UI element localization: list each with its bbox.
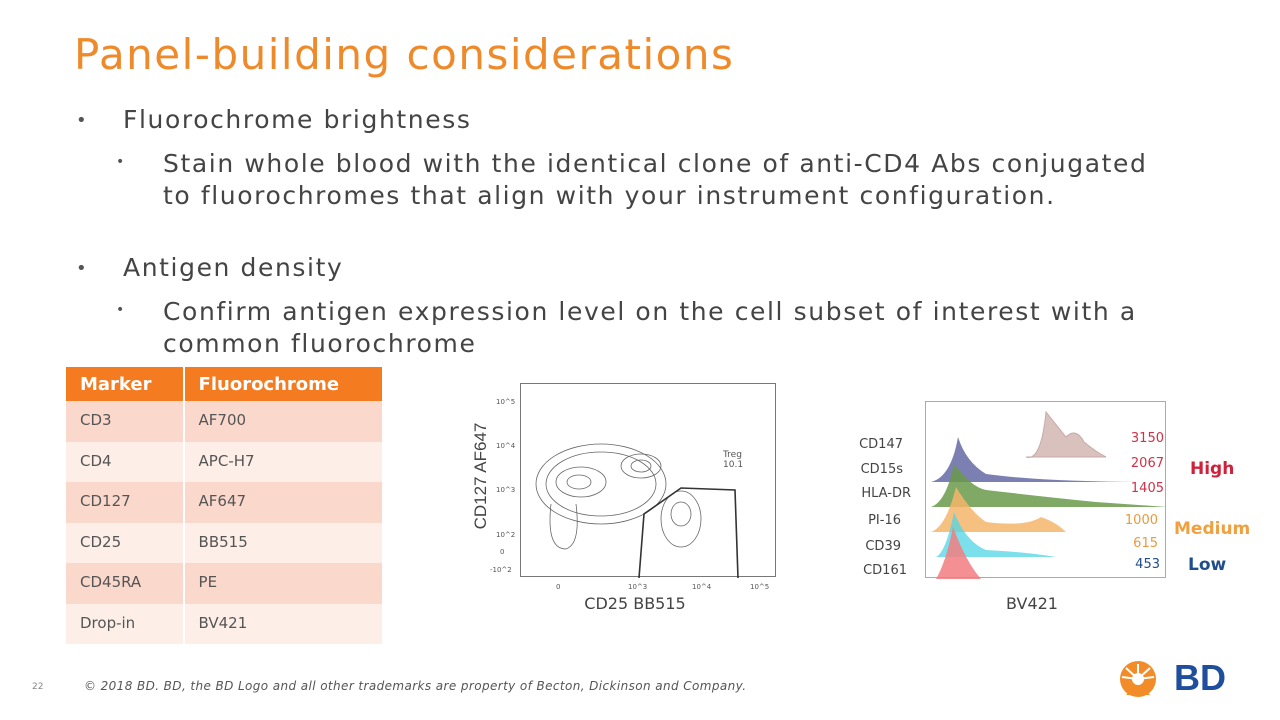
table-row: CD45RA PE [66, 563, 382, 604]
contour-ring [535, 443, 667, 525]
y-tick: 10^2 [496, 531, 516, 539]
histogram-frame [925, 401, 1167, 579]
contour-xlabel: CD25 BB515 [584, 594, 686, 613]
treg-gate [638, 487, 739, 579]
contour-ring [549, 503, 578, 550]
histogram-cd39 [936, 512, 1056, 557]
table-header-marker: Marker [66, 367, 183, 401]
marker-cell: CD3 [66, 401, 183, 442]
table-row: CD4 APC-H7 [66, 441, 382, 482]
histogram-pi-16 [931, 487, 1066, 532]
histogram-label: CD161 [863, 563, 907, 578]
contour-ring [555, 466, 607, 498]
marker-cell: CD127 [66, 482, 183, 523]
mfi-value: 615 [1133, 536, 1158, 551]
y-tick: 10^5 [496, 398, 516, 406]
fluorochrome-cell: AF700 [184, 401, 382, 442]
mfi-value: 2067 [1130, 456, 1164, 471]
gate-percentage: 10.1 [723, 460, 744, 470]
y-tick: -10^2 [490, 566, 512, 574]
bd-logo [1114, 659, 1166, 699]
bullet-marker: • [76, 110, 87, 131]
fluorochrome-cell: BB515 [184, 522, 382, 563]
bd-logo-text: BD [1174, 657, 1226, 698]
mfi-value: 1000 [1124, 513, 1158, 528]
histogram-label: CD39 [865, 539, 901, 554]
contour-ring [620, 453, 662, 479]
table-row: CD25 BB515 [66, 522, 382, 563]
contour-ring [566, 474, 592, 490]
table-row: CD3 AF700 [66, 401, 382, 442]
fluorochrome-cell: PE [184, 563, 382, 604]
bd-starburst-icon [1120, 661, 1156, 697]
mfi-value: 453 [1135, 557, 1160, 572]
histogram-plot [931, 410, 1167, 579]
x-tick: 10^3 [628, 583, 648, 591]
level-medium: Medium [1174, 519, 1251, 539]
histogram-xlabel: BV421 [1006, 594, 1058, 613]
marker-cell: CD45RA [66, 563, 183, 604]
marker-fluorochrome-table: Marker Fluorochrome CD3 AF700 CD4 APC-H7 C… [64, 367, 384, 644]
histogram-label: PI-16 [868, 513, 901, 528]
sub-bullet-confirm: Confirm antigen expression level on the … [163, 297, 1137, 358]
fluorochrome-cell: APC-H7 [184, 441, 382, 482]
histogram-cd147 [1025, 410, 1107, 458]
bullet-marker: • [116, 302, 125, 318]
x-tick: 10^5 [750, 583, 770, 591]
bullet-fluorochrome-brightness: Fluorochrome brightness [123, 105, 472, 134]
fluorochrome-cell: AF647 [184, 482, 382, 523]
y-tick: 0 [500, 548, 505, 556]
bullet-marker: • [76, 258, 87, 279]
contour-ring [545, 451, 657, 517]
mfi-value: 1405 [1130, 481, 1164, 496]
y-tick: 10^4 [496, 442, 516, 450]
gate-name: Treg [723, 450, 742, 460]
contour-plot-frame [520, 383, 776, 579]
histogram-cd161 [936, 527, 981, 579]
y-tick: 10^3 [496, 486, 516, 494]
bullet-marker: • [116, 154, 125, 170]
histogram-label: CD15s [860, 462, 903, 477]
sub-bullet-stain: Stain whole blood with the identical clo… [163, 149, 1148, 210]
x-tick: 10^4 [692, 583, 712, 591]
x-tick: 0 [556, 583, 561, 591]
table-header-fluorochrome: Fluorochrome [184, 367, 382, 401]
histogram-label: CD147 [859, 437, 903, 452]
marker-cell: CD25 [66, 522, 183, 563]
gate-label: Treg 10.1 [723, 450, 743, 470]
contour-ylabel: CD127 AF647 [471, 422, 490, 530]
level-high: High [1190, 459, 1235, 479]
bullet-antigen-density: Antigen density [123, 253, 344, 282]
page-number: 22 [32, 682, 44, 692]
contour-ring [670, 501, 692, 527]
mfi-value: 3150 [1130, 431, 1164, 446]
marker-cell: Drop-in [66, 603, 183, 644]
histogram-hla-dr [931, 464, 1167, 507]
contour-ring [660, 490, 702, 548]
table-row: Drop-in BV421 [66, 603, 382, 644]
contour-plot [535, 443, 739, 579]
table-row: CD127 AF647 [66, 482, 382, 523]
histogram-label: HLA-DR [861, 486, 911, 501]
level-low: Low [1188, 555, 1227, 575]
contour-ring [630, 459, 652, 473]
marker-cell: CD4 [66, 441, 183, 482]
slide-title: Panel-building considerations [74, 30, 735, 79]
copyright-footer: © 2018 BD. BD, the BD Logo and all other… [84, 679, 747, 693]
fluorochrome-cell: BV421 [184, 603, 382, 644]
